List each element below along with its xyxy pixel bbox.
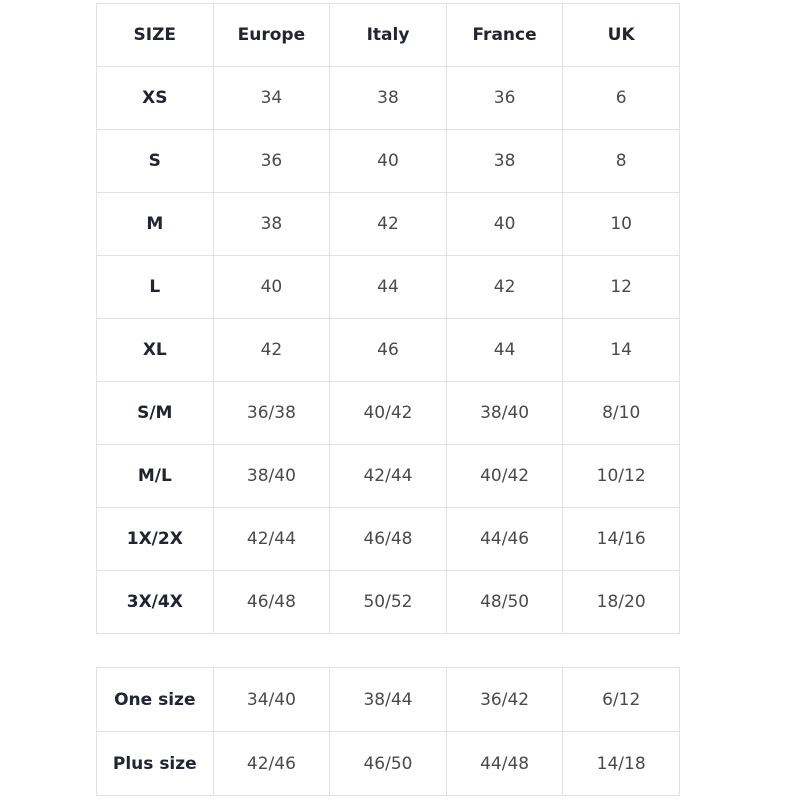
size-value-cell: 38 xyxy=(212,192,331,256)
size-value-cell: 42 xyxy=(329,192,447,256)
size-chart-table: SIZE Europe Italy France UK XS 34 38 36 6 S 36 40 38… xyxy=(96,3,680,634)
size-value-cell: 8 xyxy=(562,129,680,193)
header-row: SIZE Europe Italy France UK xyxy=(96,3,680,67)
size-label-cell: M xyxy=(96,192,214,256)
size-value-cell: 40 xyxy=(445,192,564,256)
column-header: Italy xyxy=(329,3,447,67)
size-value-cell: 6 xyxy=(562,66,680,130)
size-label-cell: XL xyxy=(96,318,214,382)
size-label-cell: 3X/4X xyxy=(96,570,214,634)
size-value-cell: 12 xyxy=(562,255,680,319)
size-value-cell: 38/44 xyxy=(329,667,447,732)
size-value-cell: 40/42 xyxy=(329,381,447,445)
size-value-cell: 40 xyxy=(212,255,331,319)
size-value-cell: 46/48 xyxy=(212,570,331,634)
size-value-cell: 8/10 xyxy=(562,381,680,445)
size-value-cell: 34 xyxy=(212,66,331,130)
size-label-cell: L xyxy=(96,255,214,319)
size-label-cell: M/L xyxy=(96,444,214,508)
table-row: 3X/4X 46/48 50/52 48/50 18/20 xyxy=(96,570,680,634)
size-value-cell: 14/16 xyxy=(562,507,680,571)
size-value-cell: 36 xyxy=(445,66,564,130)
table-row: XL 42 46 44 14 xyxy=(96,318,680,382)
size-value-cell: 44 xyxy=(445,318,564,382)
size-value-cell: 46/50 xyxy=(329,731,447,796)
size-value-cell: 38 xyxy=(329,66,447,130)
size-value-cell: 36/38 xyxy=(212,381,331,445)
size-value-cell: 6/12 xyxy=(562,667,680,732)
size-value-cell: 42 xyxy=(212,318,331,382)
size-value-cell: 14 xyxy=(562,318,680,382)
table-row: One size 34/40 38/44 36/42 6/12 xyxy=(96,667,680,732)
table-row: M 38 42 40 10 xyxy=(96,192,680,256)
size-value-cell: 44 xyxy=(329,255,447,319)
table-row: S/M 36/38 40/42 38/40 8/10 xyxy=(96,381,680,445)
size-value-cell: 42/44 xyxy=(329,444,447,508)
table-row: 1X/2X 42/44 46/48 44/46 14/16 xyxy=(96,507,680,571)
size-label-cell: XS xyxy=(96,66,214,130)
size-value-cell: 46 xyxy=(329,318,447,382)
one-plus-size-table: One size 34/40 38/44 36/42 6/12 Plus size 42/4… xyxy=(96,667,680,796)
size-value-cell: 38 xyxy=(445,129,564,193)
column-header: France xyxy=(445,3,564,67)
size-value-cell: 44/46 xyxy=(445,507,564,571)
table-row: Plus size 42/46 46/50 44/48 14/18 xyxy=(96,731,680,796)
size-value-cell: 40/42 xyxy=(445,444,564,508)
size-value-cell: 10 xyxy=(562,192,680,256)
size-value-cell: 46/48 xyxy=(329,507,447,571)
column-header: UK xyxy=(562,3,680,67)
size-label-cell: S/M xyxy=(96,381,214,445)
size-label-cell: S xyxy=(96,129,214,193)
size-value-cell: 10/12 xyxy=(562,444,680,508)
size-label-cell: 1X/2X xyxy=(96,507,214,571)
size-value-cell: 48/50 xyxy=(445,570,564,634)
size-value-cell: 50/52 xyxy=(329,570,447,634)
size-label-cell: Plus size xyxy=(96,731,214,796)
size-value-cell: 42/46 xyxy=(212,731,331,796)
table-row: XS 34 38 36 6 xyxy=(96,66,680,130)
table-row: L 40 44 42 12 xyxy=(96,255,680,319)
table-row: S 36 40 38 8 xyxy=(96,129,680,193)
column-header: Europe xyxy=(212,3,331,67)
size-value-cell: 36 xyxy=(212,129,331,193)
size-label-cell: One size xyxy=(96,667,214,732)
size-value-cell: 34/40 xyxy=(212,667,331,732)
size-value-cell: 44/48 xyxy=(445,731,564,796)
size-value-cell: 36/42 xyxy=(445,667,564,732)
size-value-cell: 14/18 xyxy=(562,731,680,796)
size-value-cell: 18/20 xyxy=(562,570,680,634)
size-value-cell: 38/40 xyxy=(212,444,331,508)
size-value-cell: 40 xyxy=(329,129,447,193)
size-value-cell: 38/40 xyxy=(445,381,564,445)
table-row: M/L 38/40 42/44 40/42 10/12 xyxy=(96,444,680,508)
size-value-cell: 42/44 xyxy=(212,507,331,571)
size-value-cell: 42 xyxy=(445,255,564,319)
column-header: SIZE xyxy=(96,3,214,67)
